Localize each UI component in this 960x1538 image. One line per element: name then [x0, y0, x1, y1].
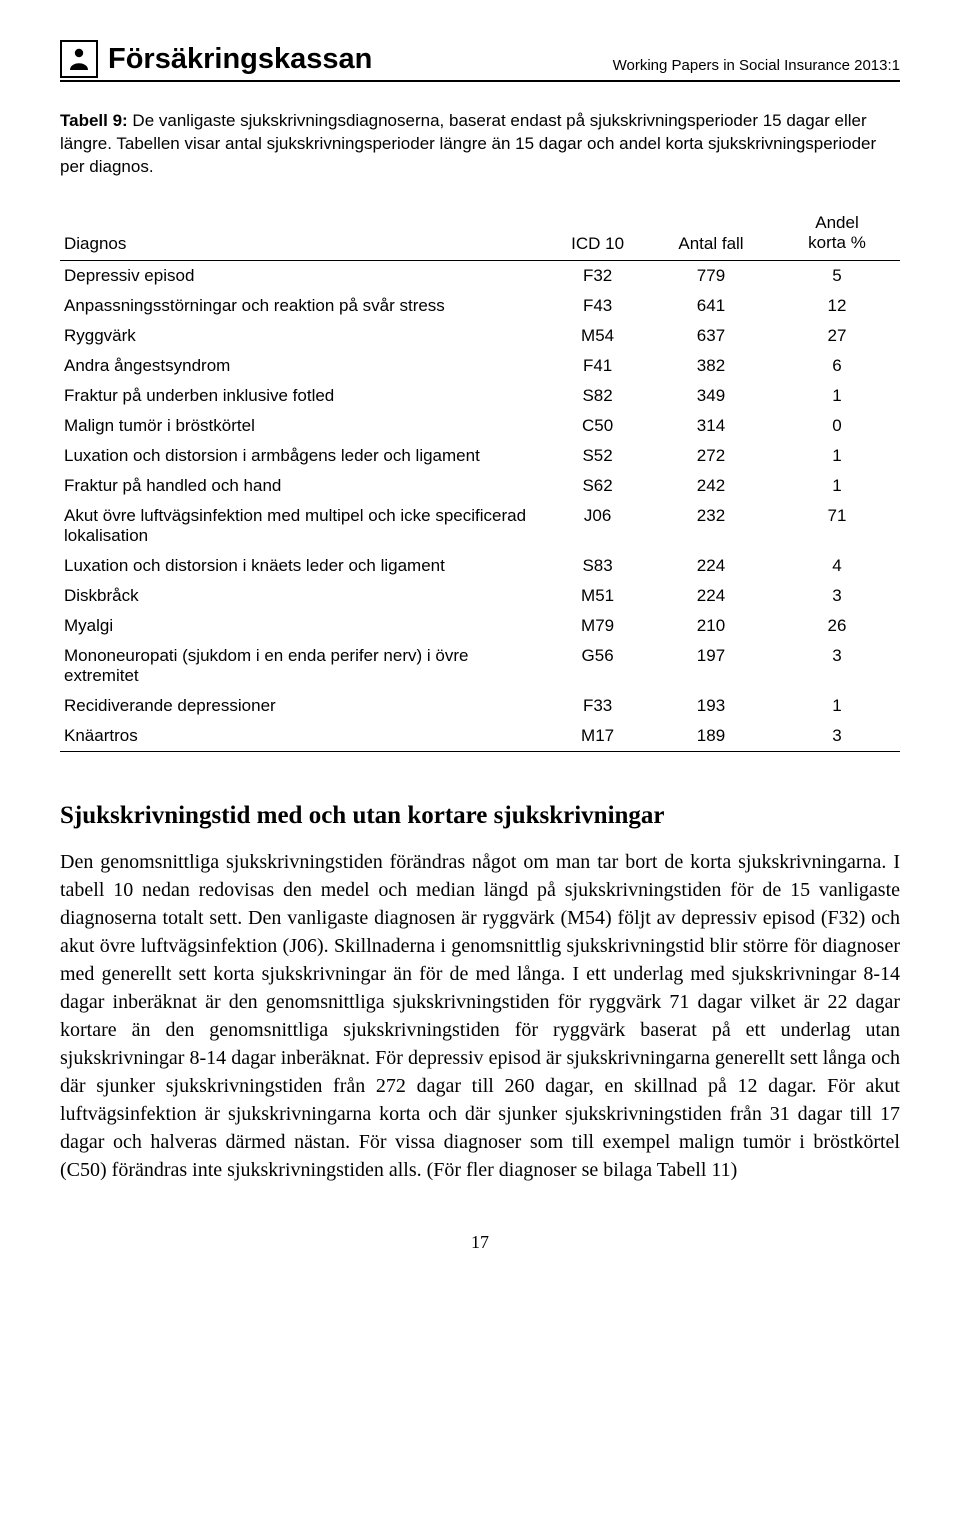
body-paragraph: Den genomsnittliga sjukskrivningstiden f…	[60, 848, 900, 1184]
cell-andel: 4	[774, 551, 900, 581]
cell-icd: F43	[547, 291, 648, 321]
cell-antal: 189	[648, 721, 774, 752]
cell-diagnos: Luxation och distorsion i armbågens lede…	[60, 441, 547, 471]
table-row: Malign tumör i bröstkörtelC503140	[60, 411, 900, 441]
table-row: Fraktur på handled och handS622421	[60, 471, 900, 501]
col-header-icd: ICD 10	[547, 207, 648, 260]
page-header: Försäkringskassan Working Papers in Soci…	[60, 40, 900, 82]
cell-diagnos: Akut övre luftvägsinfektion med multipel…	[60, 501, 547, 551]
cell-antal: 232	[648, 501, 774, 551]
cell-icd: F33	[547, 691, 648, 721]
cell-antal: 210	[648, 611, 774, 641]
cell-andel: 1	[774, 691, 900, 721]
cell-antal: 272	[648, 441, 774, 471]
cell-andel: 27	[774, 321, 900, 351]
cell-diagnos: Fraktur på underben inklusive fotled	[60, 381, 547, 411]
table-caption-text: De vanligaste sjukskrivningsdiagnoserna,…	[60, 111, 876, 176]
cell-diagnos: Depressiv episod	[60, 260, 547, 291]
table-row: MyalgiM7921026	[60, 611, 900, 641]
table-row: Akut övre luftvägsinfektion med multipel…	[60, 501, 900, 551]
cell-icd: S82	[547, 381, 648, 411]
brand-logo-icon	[60, 40, 98, 78]
cell-andel: 26	[774, 611, 900, 641]
cell-icd: F32	[547, 260, 648, 291]
cell-diagnos: Recidiverande depressioner	[60, 691, 547, 721]
table-caption: Tabell 9: De vanligaste sjukskrivningsdi…	[60, 110, 900, 179]
cell-icd: M79	[547, 611, 648, 641]
table-row: Depressiv episodF327795	[60, 260, 900, 291]
cell-icd: M17	[547, 721, 648, 752]
col-header-diagnos: Diagnos	[60, 207, 547, 260]
cell-antal: 224	[648, 581, 774, 611]
col-header-andel: Andel korta %	[774, 207, 900, 260]
table-row: Anpassningsstörningar och reaktion på sv…	[60, 291, 900, 321]
cell-andel: 1	[774, 381, 900, 411]
table-caption-label: Tabell 9:	[60, 111, 128, 130]
cell-andel: 0	[774, 411, 900, 441]
cell-diagnos: Mononeuropati (sjukdom i en enda perifer…	[60, 641, 547, 691]
table-row: Mononeuropati (sjukdom i en enda perifer…	[60, 641, 900, 691]
cell-antal: 314	[648, 411, 774, 441]
cell-icd: S52	[547, 441, 648, 471]
table-row: Luxation och distorsion i armbågens lede…	[60, 441, 900, 471]
table-row: Andra ångestsyndromF413826	[60, 351, 900, 381]
cell-icd: G56	[547, 641, 648, 691]
doc-reference: Working Papers in Social Insurance 2013:…	[613, 57, 900, 78]
cell-andel: 12	[774, 291, 900, 321]
cell-icd: M54	[547, 321, 648, 351]
cell-antal: 779	[648, 260, 774, 291]
brand-name: Försäkringskassan	[108, 43, 372, 76]
cell-andel: 71	[774, 501, 900, 551]
cell-diagnos: Andra ångestsyndrom	[60, 351, 547, 381]
col-header-andel-line2: korta %	[808, 233, 866, 252]
cell-diagnos: Anpassningsstörningar och reaktion på sv…	[60, 291, 547, 321]
cell-diagnos: Knäartros	[60, 721, 547, 752]
table-row: Luxation och distorsion i knäets leder o…	[60, 551, 900, 581]
cell-diagnos: Malign tumör i bröstkörtel	[60, 411, 547, 441]
col-header-andel-line1: Andel	[815, 213, 858, 232]
cell-andel: 6	[774, 351, 900, 381]
diagnosis-table: Diagnos ICD 10 Antal fall Andel korta % …	[60, 207, 900, 752]
cell-antal: 193	[648, 691, 774, 721]
table-row: KnäartrosM171893	[60, 721, 900, 752]
cell-andel: 3	[774, 641, 900, 691]
cell-icd: M51	[547, 581, 648, 611]
cell-diagnos: Myalgi	[60, 611, 547, 641]
cell-andel: 3	[774, 581, 900, 611]
cell-antal: 197	[648, 641, 774, 691]
cell-andel: 1	[774, 471, 900, 501]
table-header-row: Diagnos ICD 10 Antal fall Andel korta %	[60, 207, 900, 260]
cell-diagnos: Ryggvärk	[60, 321, 547, 351]
table-row: RyggvärkM5463727	[60, 321, 900, 351]
cell-icd: C50	[547, 411, 648, 441]
section-heading: Sjukskrivningstid med och utan kortare s…	[60, 802, 900, 830]
cell-icd: F41	[547, 351, 648, 381]
cell-icd: S62	[547, 471, 648, 501]
cell-diagnos: Luxation och distorsion i knäets leder o…	[60, 551, 547, 581]
table-row: DiskbråckM512243	[60, 581, 900, 611]
cell-antal: 224	[648, 551, 774, 581]
cell-antal: 242	[648, 471, 774, 501]
cell-antal: 349	[648, 381, 774, 411]
cell-antal: 641	[648, 291, 774, 321]
table-row: Fraktur på underben inklusive fotledS823…	[60, 381, 900, 411]
cell-andel: 3	[774, 721, 900, 752]
table-row: Recidiverande depressionerF331931	[60, 691, 900, 721]
cell-andel: 1	[774, 441, 900, 471]
cell-diagnos: Diskbråck	[60, 581, 547, 611]
brand-logo: Försäkringskassan	[60, 40, 372, 78]
cell-antal: 382	[648, 351, 774, 381]
cell-diagnos: Fraktur på handled och hand	[60, 471, 547, 501]
cell-icd: S83	[547, 551, 648, 581]
cell-antal: 637	[648, 321, 774, 351]
cell-icd: J06	[547, 501, 648, 551]
col-header-antal: Antal fall	[648, 207, 774, 260]
cell-andel: 5	[774, 260, 900, 291]
page-number: 17	[60, 1232, 900, 1253]
